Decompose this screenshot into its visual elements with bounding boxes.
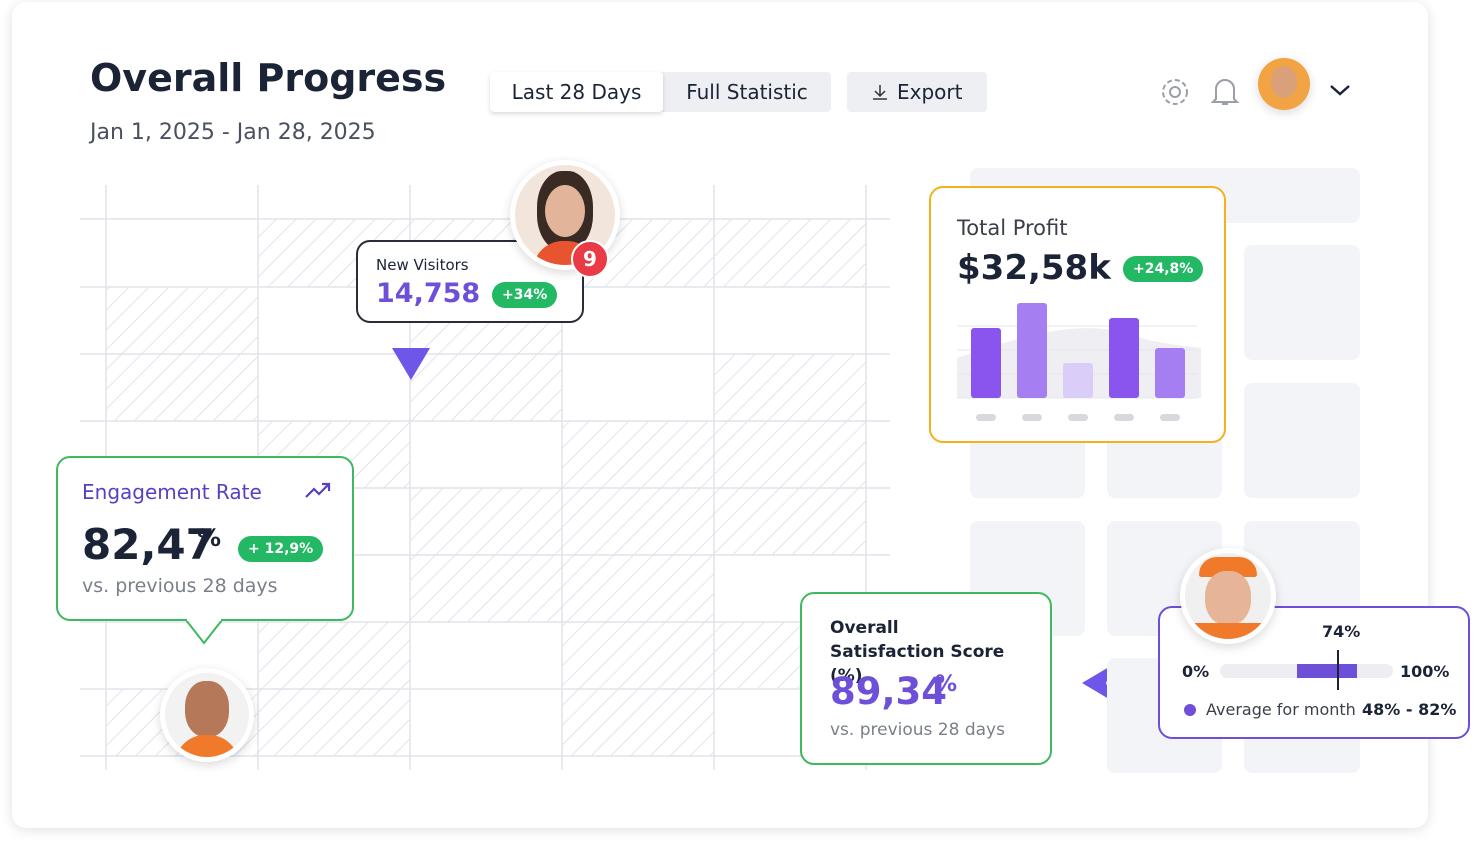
change-badge: + 12,9% [238,536,324,562]
notification-icon[interactable] [1210,75,1240,109]
tab[interactable]: Full Statistic [686,80,808,104]
legend-dot [1184,704,1196,716]
card-value: 89,34 [830,670,948,713]
card-value: 82,47 [82,520,215,569]
date-range: Jan 1, 2025 - Jan 28, 2025 [90,120,376,145]
card-label: Total Profit [957,216,1068,240]
avatar [1180,548,1276,644]
card-value: 14,758 [376,278,481,309]
user-avatar[interactable] [1258,58,1310,110]
range-fill [1297,664,1357,678]
tab[interactable]: Last 28 Days [490,72,663,112]
current-value: 74% [1322,622,1361,641]
notification-badge: 9 [571,240,609,278]
export-button[interactable]: Export [847,72,987,112]
page-title: Overall Progress [90,56,447,100]
legend-label: Average for month [1206,700,1356,719]
avatar [160,668,254,762]
range-min: 0% [1182,662,1210,681]
download-icon [873,85,887,100]
card-label: Overall Satisfaction Score (%) [830,618,1005,686]
range-card: 74% 0% 100% Average for month 48% - 82% [1158,606,1470,739]
settings-icon[interactable] [1158,75,1192,109]
card-note: vs. previous 28 days [82,575,278,597]
card-label: Engagement Rate [82,480,262,504]
profit-card: Total Profit $32,58k +24,8% [929,186,1226,443]
card-value: $32,58k [957,248,1111,288]
callout-tail [186,619,222,645]
change-badge: +34% [492,282,558,308]
export-label: Export [897,80,963,104]
range-marker [1337,650,1339,690]
change-badge: +24,8% [1123,256,1204,282]
card-label: New Visitors [376,256,469,274]
satisfaction-card: Overall Satisfaction Score (%) 89,34 % v… [800,592,1052,765]
card-unit: % [935,672,958,697]
tile [1244,245,1360,360]
tile [1244,383,1360,498]
range-max: 100% [1400,662,1450,681]
trend-icon [305,482,331,498]
engagement-card: Engagement Rate 82,47 % + 12,9% vs. prev… [56,456,354,621]
pointer [392,348,430,380]
mini-chart [957,303,1201,421]
legend-range: 48% - 82% [1362,700,1457,719]
card-unit: % [197,524,222,552]
pointer [1082,664,1114,702]
card-note: vs. previous 28 days [830,720,1005,740]
dropdown-chevron[interactable] [1328,82,1352,98]
